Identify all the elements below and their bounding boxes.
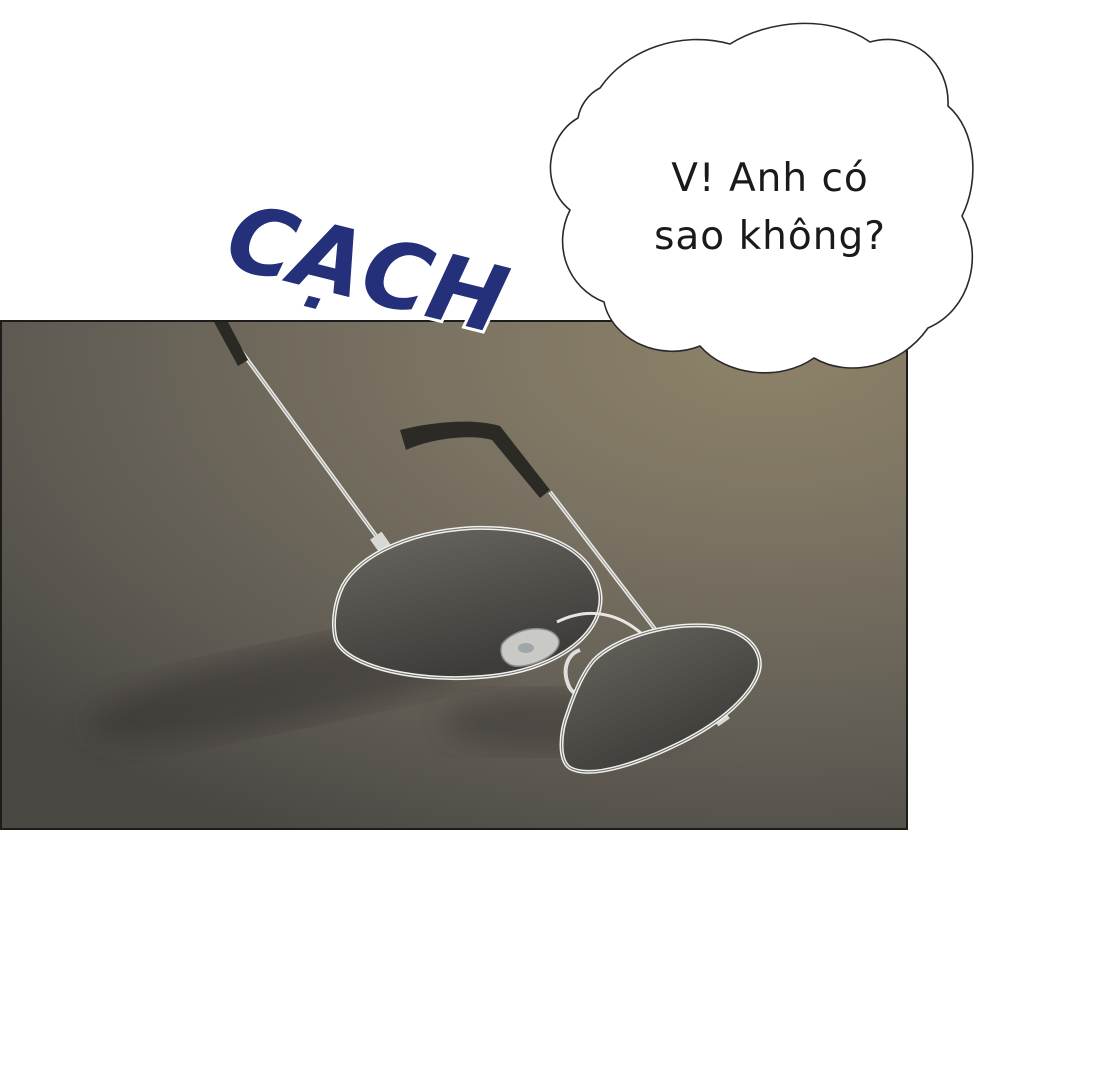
comic-panel <box>0 320 908 830</box>
glasses-icon <box>214 322 762 774</box>
speech-bubble-text: V! Anh có sao không? <box>590 150 950 266</box>
dialogue-line-1: V! Anh có <box>671 156 869 201</box>
dialogue-line-2: sao không? <box>654 214 886 259</box>
panel-illustration <box>2 322 906 828</box>
speech-bubble <box>549 22 974 374</box>
